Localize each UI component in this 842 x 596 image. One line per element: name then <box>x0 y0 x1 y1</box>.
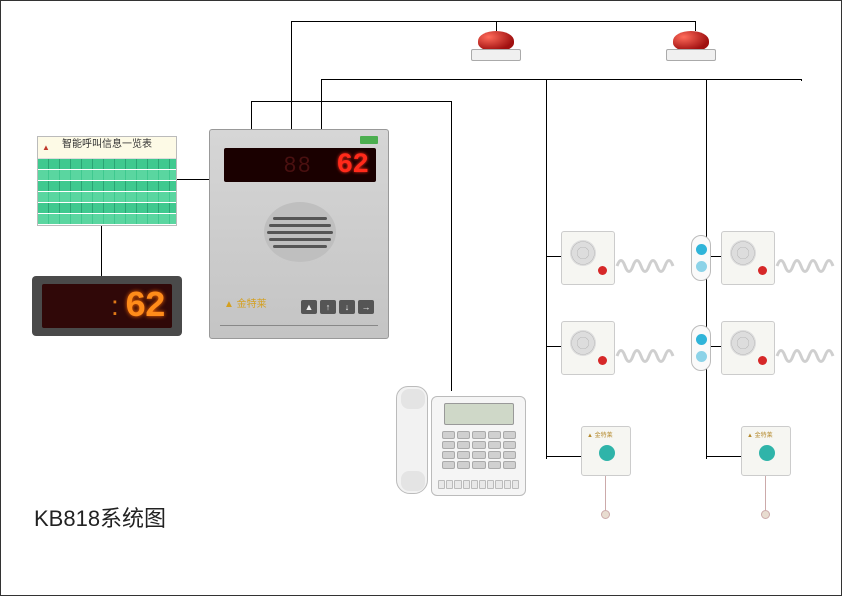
wall-display-colon: : <box>111 290 119 322</box>
bathpull-button-icon <box>599 445 615 461</box>
master-brand-label: ▲ 金特莱 <box>224 295 267 310</box>
wire <box>695 21 696 31</box>
info-board-row <box>38 159 176 170</box>
speaker-icon <box>264 202 336 262</box>
master-status-badge <box>360 136 378 144</box>
bedside-call-unit <box>561 321 711 391</box>
cord-icon <box>775 343 835 369</box>
speaker-grille-icon <box>570 240 596 266</box>
info-board-row <box>38 192 176 203</box>
phone-func-row[interactable] <box>438 480 519 489</box>
pendant-button-icon <box>696 244 707 255</box>
info-board-row <box>38 214 176 225</box>
wire <box>496 21 497 31</box>
master-nav-button[interactable]: ↓ <box>339 300 355 314</box>
bedside-panel[interactable] <box>561 231 615 285</box>
wire <box>706 456 742 457</box>
pendant-button-icon <box>696 351 707 362</box>
wire <box>321 79 322 129</box>
corridor-light-bulb <box>478 31 514 51</box>
call-pendant[interactable] <box>691 325 711 371</box>
speaker-grille-icon <box>570 330 596 356</box>
master-display-value: 62 <box>336 150 368 181</box>
bathpull-brand: ▲ 金特莱 <box>587 430 613 439</box>
info-board-logo-icon: ▲ <box>42 140 50 156</box>
cord-icon <box>615 343 675 369</box>
cord-icon <box>615 253 675 279</box>
cord-icon <box>775 253 835 279</box>
phone-keypad[interactable] <box>442 431 516 469</box>
wire <box>176 179 210 180</box>
corridor-light-base <box>471 49 521 61</box>
pull-string-icon <box>605 476 606 512</box>
phone-handset[interactable] <box>396 386 428 494</box>
bedside-panel[interactable] <box>721 231 775 285</box>
corridor-light <box>471 31 521 61</box>
master-nav-button[interactable]: ▲ <box>301 300 317 314</box>
info-board-row <box>38 181 176 192</box>
wire <box>101 226 102 278</box>
master-console: 88 62 ▲ 金特莱 ▲ ↑ ↓ → <box>209 129 389 339</box>
info-board-row <box>38 170 176 181</box>
bathroom-pull-station: ▲ 金特莱 <box>581 426 631 526</box>
info-board-title: 智能呼叫信息一览表 <box>62 139 152 150</box>
diagram-title: KB818系统图 <box>34 501 166 533</box>
bathpull-panel[interactable]: ▲ 金特莱 <box>741 426 791 476</box>
master-display: 88 62 <box>224 148 376 182</box>
pull-bead-icon <box>601 510 610 519</box>
bathpull-button-icon <box>759 445 775 461</box>
bathpull-brand: ▲ 金特莱 <box>747 430 773 439</box>
call-led-icon <box>598 356 607 365</box>
desk-phone <box>396 386 526 496</box>
bathroom-pull-station: ▲ 金特莱 <box>741 426 791 526</box>
speaker-grille-icon <box>730 330 756 356</box>
pull-bead-icon <box>761 510 770 519</box>
info-board: ▲ 智能呼叫信息一览表 <box>37 136 177 226</box>
bedside-panel[interactable] <box>561 321 615 375</box>
master-button-row: ▲ ↑ ↓ → <box>301 300 374 314</box>
wall-display-screen: : 62 <box>42 284 172 328</box>
corridor-light-base <box>666 49 716 61</box>
pendant-button-icon <box>696 334 707 345</box>
wall-display: : 62 <box>32 276 182 336</box>
wire <box>291 21 696 22</box>
wire <box>451 101 452 391</box>
call-led-icon <box>758 356 767 365</box>
wall-display-value: 62 <box>125 286 164 327</box>
system-diagram-canvas: KB818系统图 ▲ 智能呼叫信息一览表 <box>0 0 842 596</box>
bedside-call-unit <box>561 231 711 301</box>
speaker-grille-icon <box>730 240 756 266</box>
corridor-light-bulb <box>673 31 709 51</box>
call-led-icon <box>758 266 767 275</box>
master-display-dim: 88 <box>284 152 312 178</box>
bedside-panel[interactable] <box>721 321 775 375</box>
bedside-call-unit <box>721 321 842 391</box>
wire <box>546 79 547 459</box>
phone-base <box>431 396 526 496</box>
pendant-button-icon <box>696 261 707 272</box>
pull-string-icon <box>765 476 766 512</box>
phone-lcd <box>444 403 514 425</box>
bedside-call-unit <box>721 231 842 301</box>
corridor-light <box>666 31 716 61</box>
info-board-header: ▲ 智能呼叫信息一览表 <box>38 137 176 159</box>
master-nav-button[interactable]: ↑ <box>320 300 336 314</box>
call-pendant[interactable] <box>691 235 711 281</box>
wire <box>251 101 451 102</box>
wire <box>251 101 252 129</box>
wire <box>291 21 292 129</box>
wire <box>321 79 801 80</box>
master-divider <box>220 325 378 326</box>
wire <box>546 456 582 457</box>
master-nav-button[interactable]: → <box>358 300 374 314</box>
info-board-row <box>38 203 176 214</box>
wire <box>801 79 802 81</box>
bathpull-panel[interactable]: ▲ 金特莱 <box>581 426 631 476</box>
call-led-icon <box>598 266 607 275</box>
